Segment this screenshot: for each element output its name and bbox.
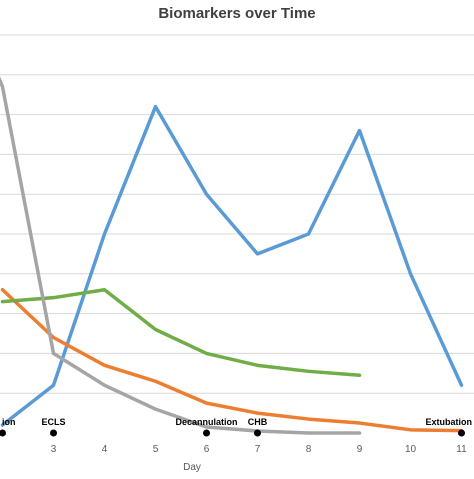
event-label: Extubation — [426, 417, 473, 427]
x-axis-label: Day — [183, 462, 201, 473]
chart-title: Biomarkers over Time — [158, 5, 315, 22]
x-tick-label: 4 — [102, 444, 108, 455]
series-line-2 — [0, 287, 464, 433]
event-label: CHB — [248, 417, 268, 427]
x-tick-label: 10 — [405, 444, 417, 455]
event-label: ion — [2, 417, 16, 427]
series-line-3-early — [0, 76, 56, 356]
series-lines — [0, 76, 464, 435]
event-marker — [0, 429, 6, 437]
x-tick-label: 3 — [51, 444, 57, 455]
event-marker — [50, 429, 57, 437]
x-tick-label: 8 — [306, 444, 312, 455]
event-markers: ion ECLS Decannulation CHB Extubation — [0, 417, 472, 437]
x-tick-label: 9 — [357, 444, 363, 455]
series-line-3 — [51, 351, 362, 435]
x-tick-label: 11 — [456, 444, 467, 455]
x-axis-ticks: 3 4 5 6 7 8 9 10 11 — [51, 444, 467, 455]
x-tick-label: 5 — [153, 444, 159, 455]
event-marker — [458, 429, 465, 437]
series-line-1 — [0, 104, 464, 427]
event-label: ECLS — [41, 417, 65, 427]
event-label: Decannulation — [175, 417, 237, 427]
event-marker — [203, 429, 210, 437]
event-marker — [254, 429, 261, 437]
series-line-4 — [0, 287, 362, 378]
x-tick-label: 6 — [204, 444, 210, 455]
x-tick-label: 7 — [255, 444, 261, 455]
